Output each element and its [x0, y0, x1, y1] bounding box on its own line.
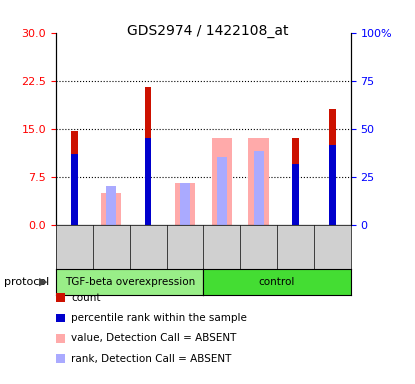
Bar: [249, 138, 269, 225]
Bar: [56, 334, 65, 343]
Bar: [56, 314, 65, 322]
Text: value, Detection Call = ABSENT: value, Detection Call = ABSENT: [71, 333, 237, 343]
Bar: [71, 131, 78, 225]
Bar: [56, 293, 65, 302]
Bar: [101, 193, 122, 225]
Text: TGF-beta overexpression: TGF-beta overexpression: [65, 277, 195, 287]
Bar: [254, 151, 264, 225]
Text: percentile rank within the sample: percentile rank within the sample: [71, 313, 247, 323]
Text: count: count: [71, 293, 101, 303]
Text: ▶: ▶: [39, 277, 47, 287]
Text: GDS2974 / 1422108_at: GDS2974 / 1422108_at: [127, 24, 288, 38]
Bar: [329, 109, 335, 225]
Text: control: control: [259, 277, 295, 287]
Bar: [212, 138, 232, 225]
Bar: [329, 145, 335, 225]
Bar: [292, 138, 299, 225]
Text: rank, Detection Call = ABSENT: rank, Detection Call = ABSENT: [71, 354, 232, 364]
Bar: [292, 164, 299, 225]
Bar: [175, 183, 195, 225]
Bar: [145, 138, 151, 225]
Bar: [71, 154, 78, 225]
Bar: [180, 183, 190, 225]
Text: protocol: protocol: [4, 277, 49, 287]
Bar: [56, 354, 65, 363]
Bar: [217, 157, 227, 225]
Bar: [145, 87, 151, 225]
Bar: [106, 186, 116, 225]
